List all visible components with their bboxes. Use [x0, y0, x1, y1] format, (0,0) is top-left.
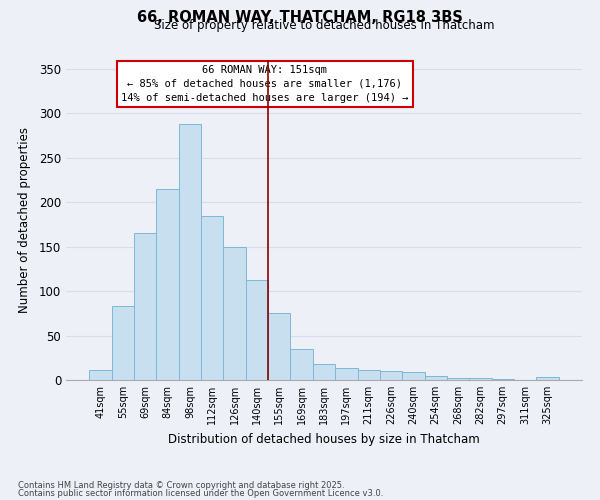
Bar	[290, 349, 313, 380]
Bar	[223, 246, 246, 380]
Bar	[469, 378, 491, 380]
Bar	[402, 372, 425, 380]
Text: Contains HM Land Registry data © Crown copyright and database right 2025.: Contains HM Land Registry data © Crown c…	[18, 480, 344, 490]
Title: Size of property relative to detached houses in Thatcham: Size of property relative to detached ho…	[154, 20, 494, 32]
Bar	[491, 379, 514, 380]
Bar	[157, 189, 179, 380]
Bar	[134, 234, 157, 380]
Bar	[425, 376, 447, 380]
Bar	[536, 378, 559, 380]
Bar	[112, 306, 134, 380]
Bar	[335, 368, 358, 380]
Bar	[313, 364, 335, 380]
Bar	[179, 124, 201, 380]
Bar	[201, 216, 223, 380]
Bar	[268, 314, 290, 380]
Text: 66, ROMAN WAY, THATCHAM, RG18 3BS: 66, ROMAN WAY, THATCHAM, RG18 3BS	[137, 10, 463, 25]
X-axis label: Distribution of detached houses by size in Thatcham: Distribution of detached houses by size …	[168, 432, 480, 446]
Bar	[358, 370, 380, 380]
Bar	[380, 371, 402, 380]
Text: Contains public sector information licensed under the Open Government Licence v3: Contains public sector information licen…	[18, 489, 383, 498]
Bar	[246, 280, 268, 380]
Text: 66 ROMAN WAY: 151sqm
← 85% of detached houses are smaller (1,176)
14% of semi-de: 66 ROMAN WAY: 151sqm ← 85% of detached h…	[121, 65, 409, 103]
Bar	[447, 378, 469, 380]
Y-axis label: Number of detached properties: Number of detached properties	[17, 127, 31, 313]
Bar	[89, 370, 112, 380]
